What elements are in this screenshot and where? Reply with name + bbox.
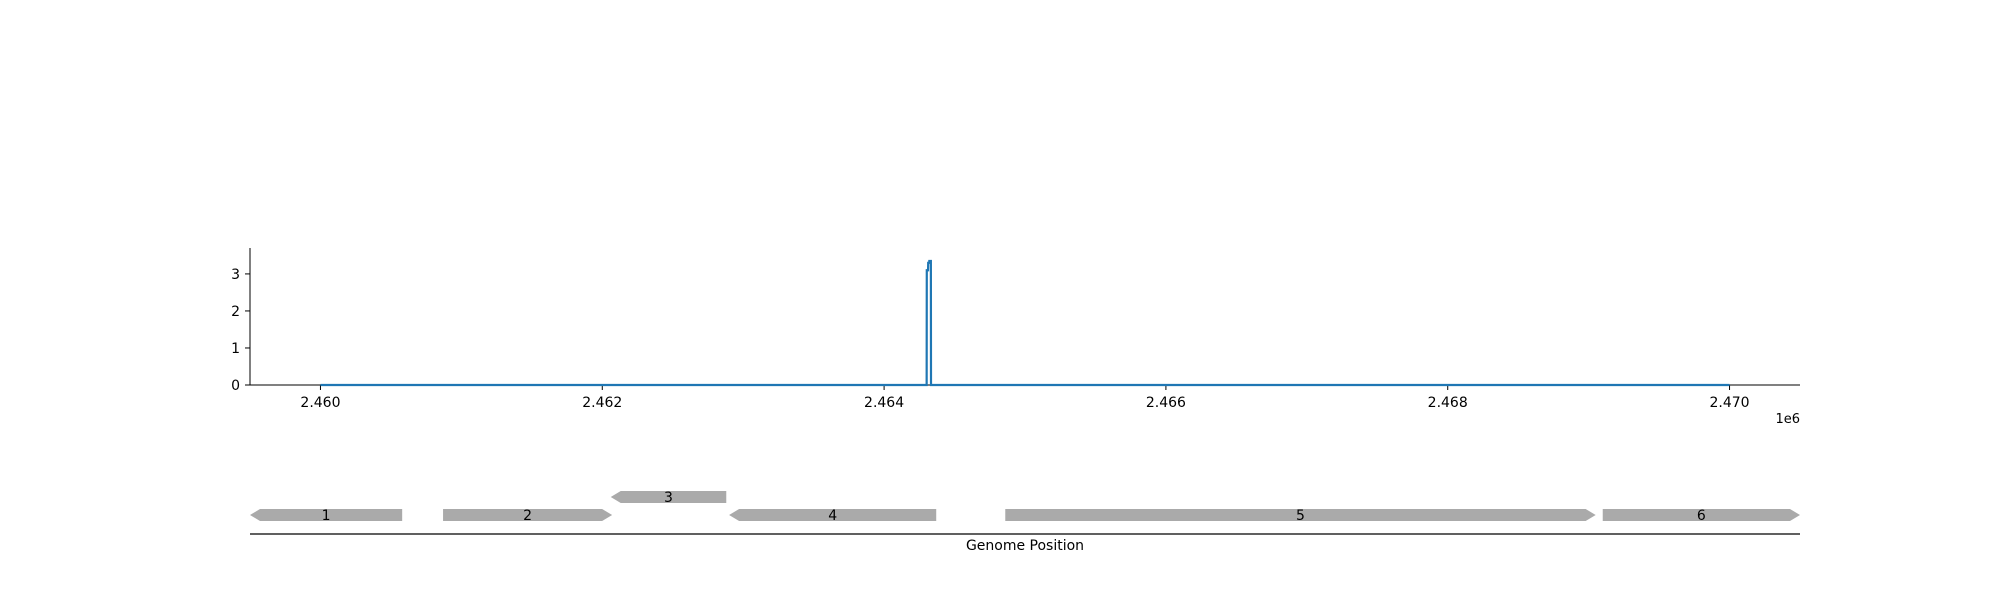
x-axis-offset-label: 1e6	[1775, 412, 1800, 427]
gene-label: 4	[828, 508, 837, 524]
coverage-series	[320, 259, 1730, 387]
gene-arrow	[1602, 509, 1800, 521]
x-axis-ticks: 2.460 2.462 2.464 2.466 2.468 2.470	[300, 385, 1750, 411]
coverage-plot: 0 1 2 3 2.460 2.462 2.464 2.466 2.468 2.470 1e6	[231, 248, 1800, 427]
gene-arrow	[1005, 509, 1596, 521]
y-tick-label: 0	[231, 378, 240, 394]
y-tick-label: 1	[231, 341, 240, 357]
gene-arrow	[610, 491, 727, 503]
y-tick-label: 3	[231, 267, 240, 283]
gene-label: 2	[523, 508, 532, 524]
gene-arrow	[729, 509, 937, 521]
gene-label: 3	[664, 490, 673, 506]
y-tick-label: 2	[231, 304, 240, 320]
coverage-line	[320, 259, 1730, 387]
gene-arrows: 1 2 3 4 5 6	[250, 490, 1800, 524]
x-tick-label: 2.466	[1146, 395, 1186, 411]
y-axis-ticks: 0 1 2 3	[231, 267, 250, 394]
gene-map-x-axis-label: Genome Position	[966, 538, 1084, 554]
x-tick-label: 2.460	[300, 395, 340, 411]
gene-arrow	[443, 509, 613, 521]
x-tick-label: 2.464	[864, 395, 904, 411]
gene-label: 6	[1697, 508, 1706, 524]
x-tick-label: 2.470	[1709, 395, 1749, 411]
gene-label: 1	[322, 508, 331, 524]
gene-map: 1 2 3 4 5 6 Genome Position	[250, 490, 1800, 554]
x-tick-label: 2.468	[1428, 395, 1468, 411]
gene-label: 5	[1296, 508, 1305, 524]
gene-arrow	[250, 509, 403, 521]
x-tick-label: 2.462	[582, 395, 622, 411]
